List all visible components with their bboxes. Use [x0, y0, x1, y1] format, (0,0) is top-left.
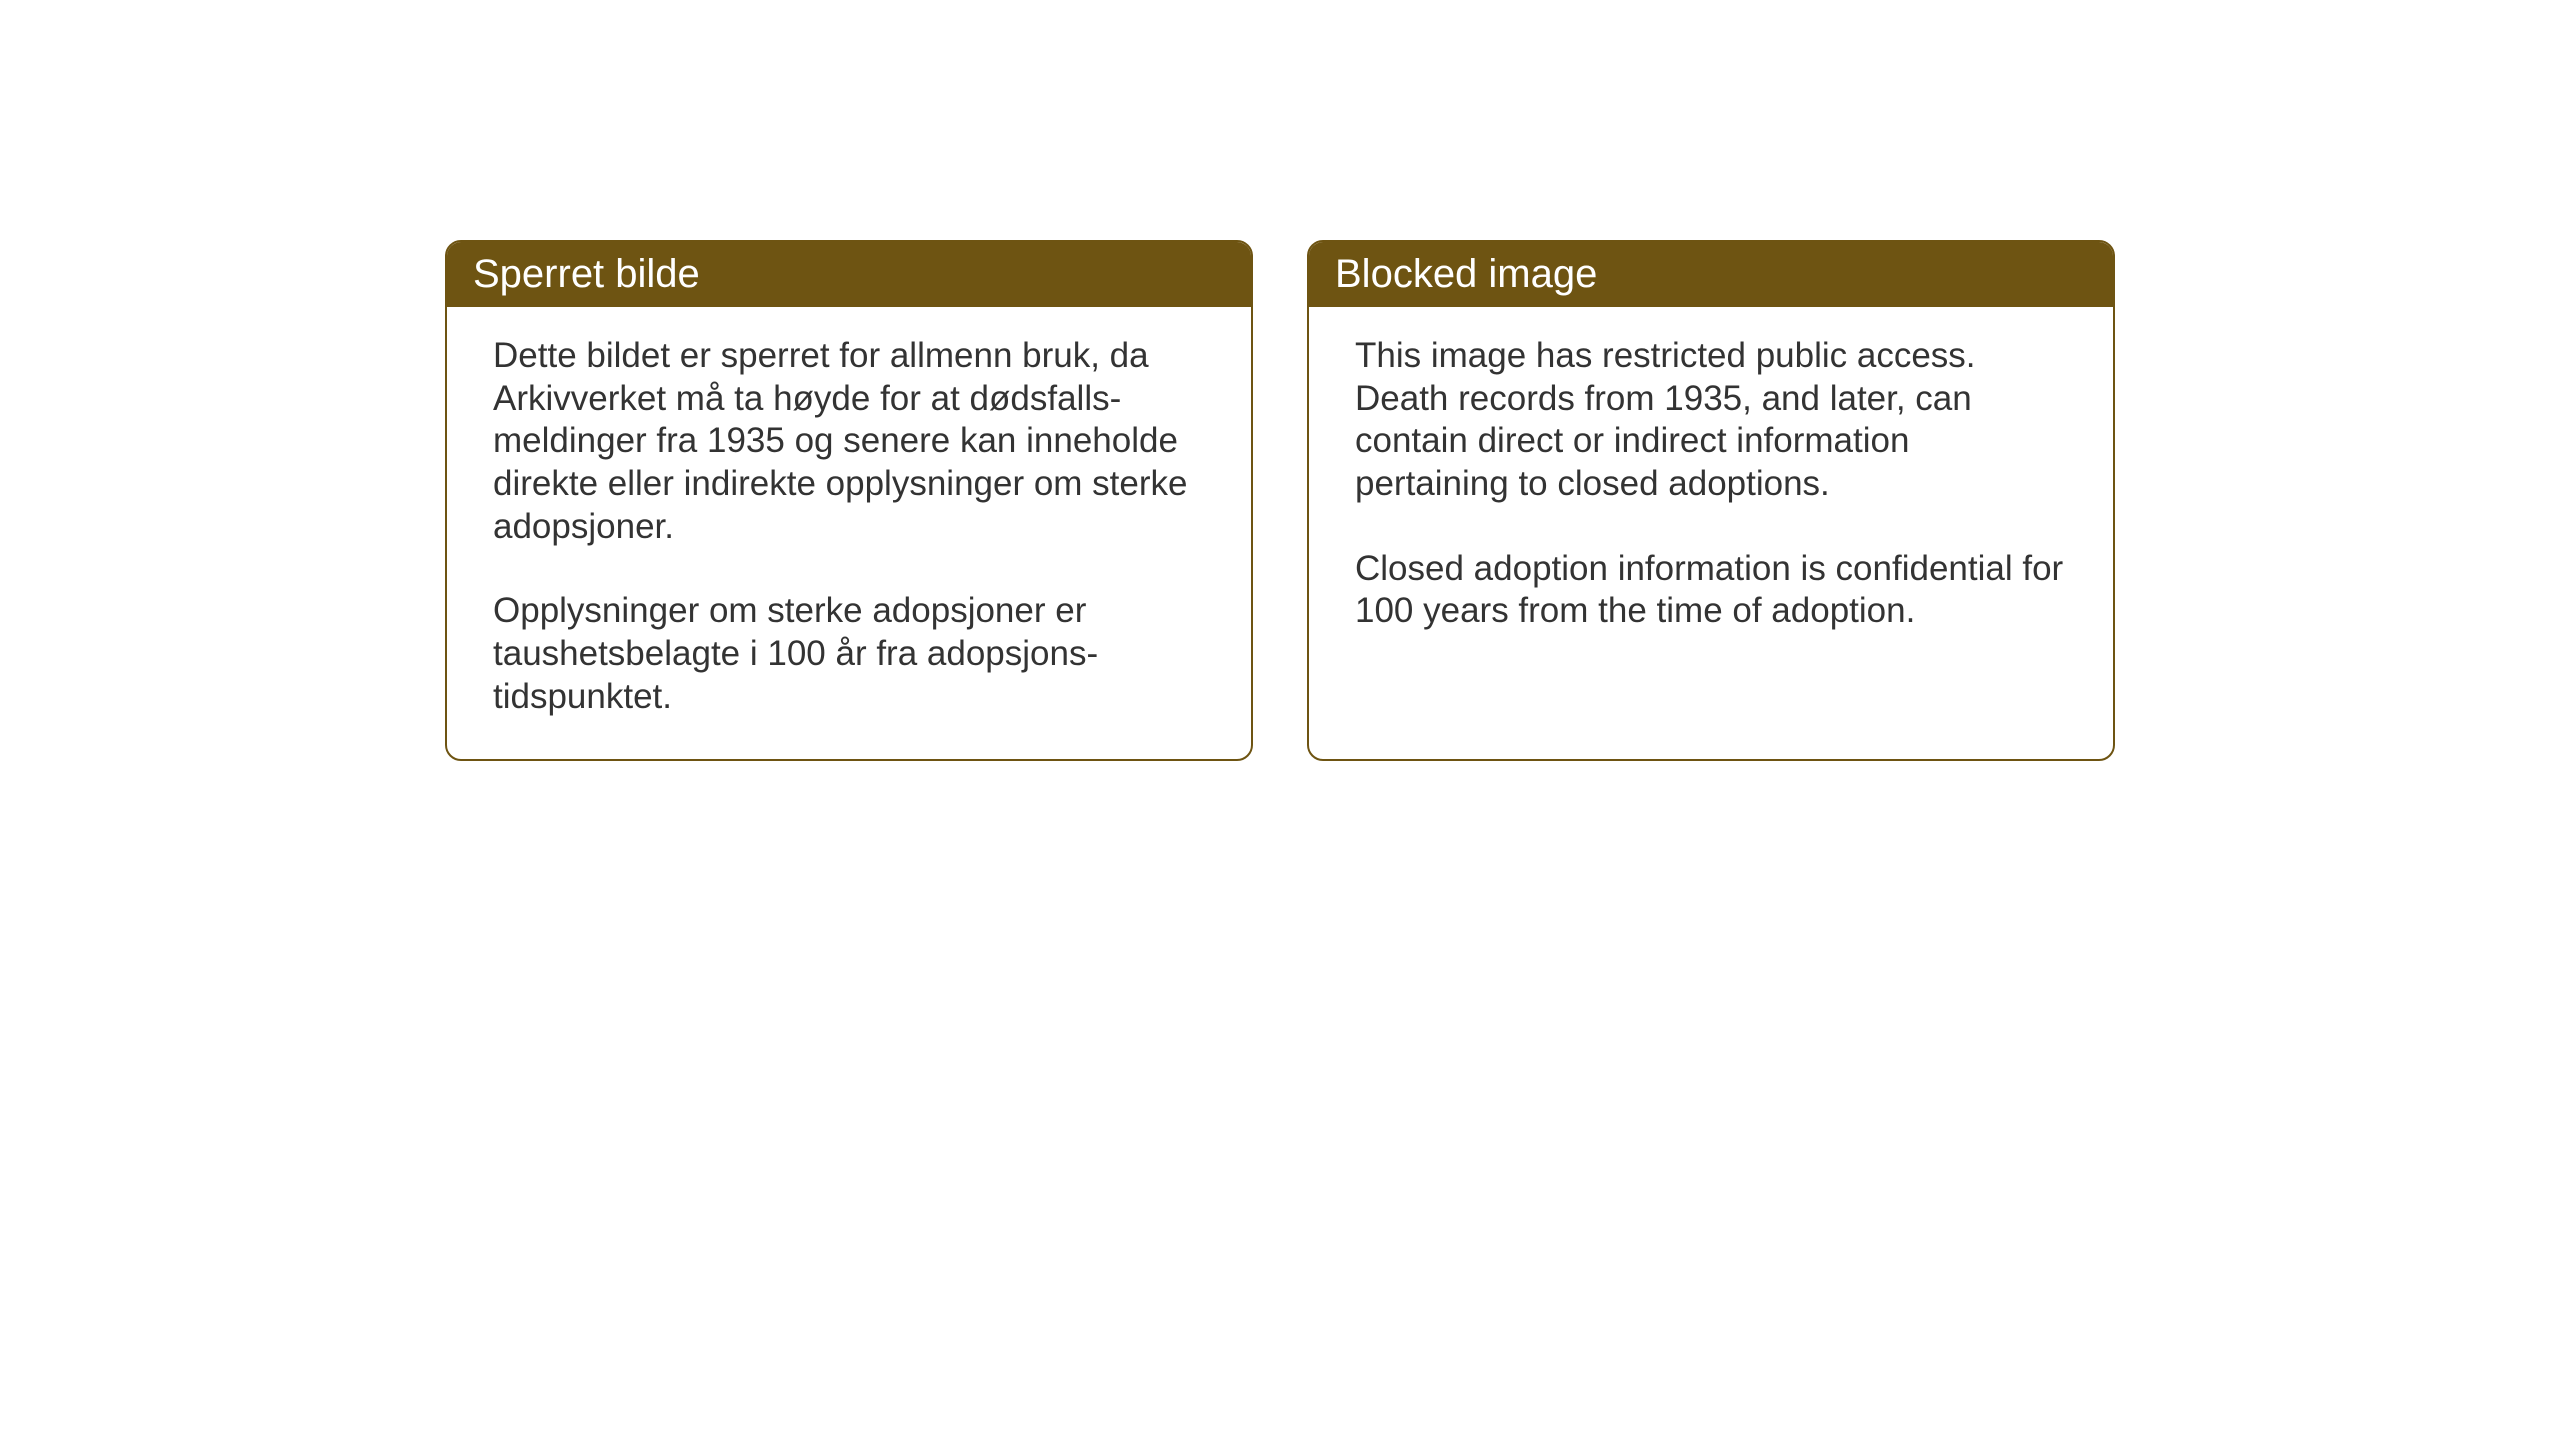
card-para1-no: Dette bildet er sperret for allmenn bruk…: [493, 335, 1205, 548]
notice-card-norwegian: Sperret bilde Dette bildet er sperret fo…: [445, 240, 1253, 761]
notice-card-english: Blocked image This image has restricted …: [1307, 240, 2115, 761]
notice-cards-container: Sperret bilde Dette bildet er sperret fo…: [445, 240, 2115, 761]
card-para2-no: Opplysninger om sterke adopsjoner er tau…: [493, 590, 1205, 718]
card-title-no: Sperret bilde: [473, 252, 700, 296]
card-header-no: Sperret bilde: [447, 242, 1251, 307]
card-title-en: Blocked image: [1335, 252, 1597, 296]
card-para2-en: Closed adoption information is confident…: [1355, 548, 2067, 633]
card-para1-en: This image has restricted public access.…: [1355, 335, 2067, 506]
card-body-en: This image has restricted public access.…: [1309, 307, 2113, 753]
card-body-no: Dette bildet er sperret for allmenn bruk…: [447, 307, 1251, 759]
card-header-en: Blocked image: [1309, 242, 2113, 307]
